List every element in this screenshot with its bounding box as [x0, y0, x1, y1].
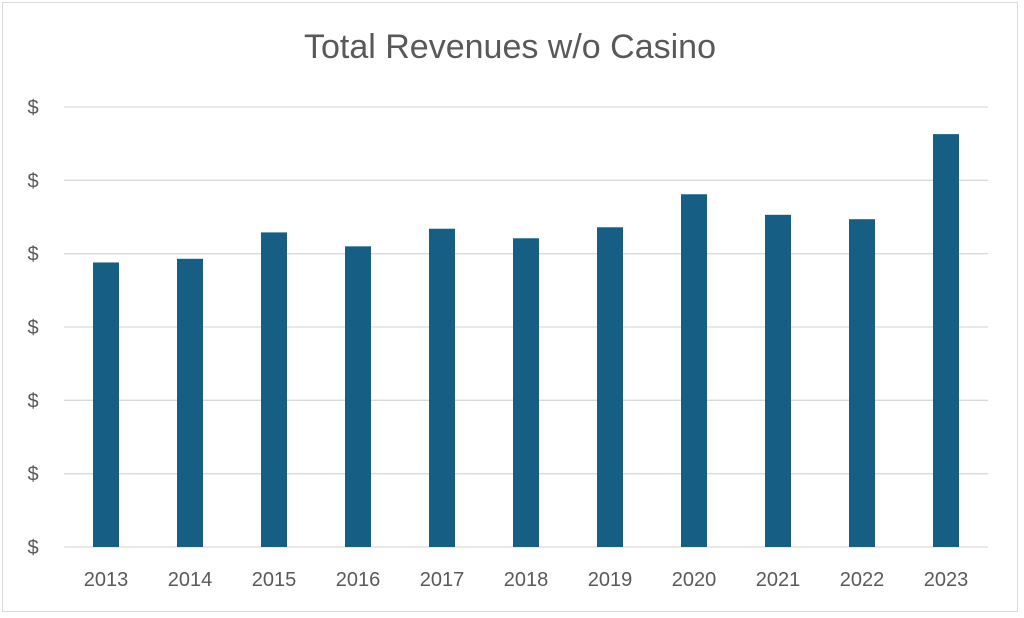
y-axis-ticks: $ $ $ $ $ $ $ — [27, 97, 38, 559]
x-tick-label: 2015 — [252, 569, 297, 591]
bar-2015 — [261, 232, 287, 547]
bars — [93, 134, 959, 548]
x-tick-label: 2013 — [84, 569, 129, 591]
x-tick-label: 2023 — [924, 569, 969, 591]
y-tick-label: $ — [27, 170, 38, 192]
bar-2014 — [177, 258, 203, 547]
bar-2016 — [345, 246, 371, 548]
x-tick-label: 2021 — [756, 569, 801, 591]
x-tick-label: 2014 — [168, 569, 213, 591]
x-axis-ticks: 2013 2014 2015 2016 2017 2018 2019 2020 2021 2022… — [84, 569, 969, 591]
bar-2022 — [849, 219, 875, 547]
bar-2018 — [513, 238, 539, 547]
chart-frame — [2, 2, 1018, 612]
bar-2023 — [933, 134, 959, 547]
x-tick-label: 2020 — [672, 569, 717, 591]
x-tick-label: 2017 — [420, 569, 465, 591]
bar-2019 — [597, 227, 623, 547]
x-tick-label: 2018 — [504, 569, 549, 591]
x-tick-label: 2019 — [588, 569, 633, 591]
x-tick-label: 2022 — [840, 569, 885, 591]
chart-title: Total Revenues w/o Casino — [303, 28, 716, 66]
y-tick-label: $ — [27, 537, 38, 559]
bar-2020 — [681, 194, 707, 547]
x-tick-label: 2016 — [336, 569, 381, 591]
y-tick-label: $ — [27, 317, 38, 339]
y-tick-label: $ — [27, 244, 38, 266]
bar-2021 — [765, 214, 791, 548]
y-tick-label: $ — [27, 464, 38, 486]
y-tick-label: $ — [27, 390, 38, 412]
bar-2017 — [429, 228, 455, 547]
y-tick-label: $ — [27, 97, 38, 119]
bar-2013 — [93, 262, 119, 547]
